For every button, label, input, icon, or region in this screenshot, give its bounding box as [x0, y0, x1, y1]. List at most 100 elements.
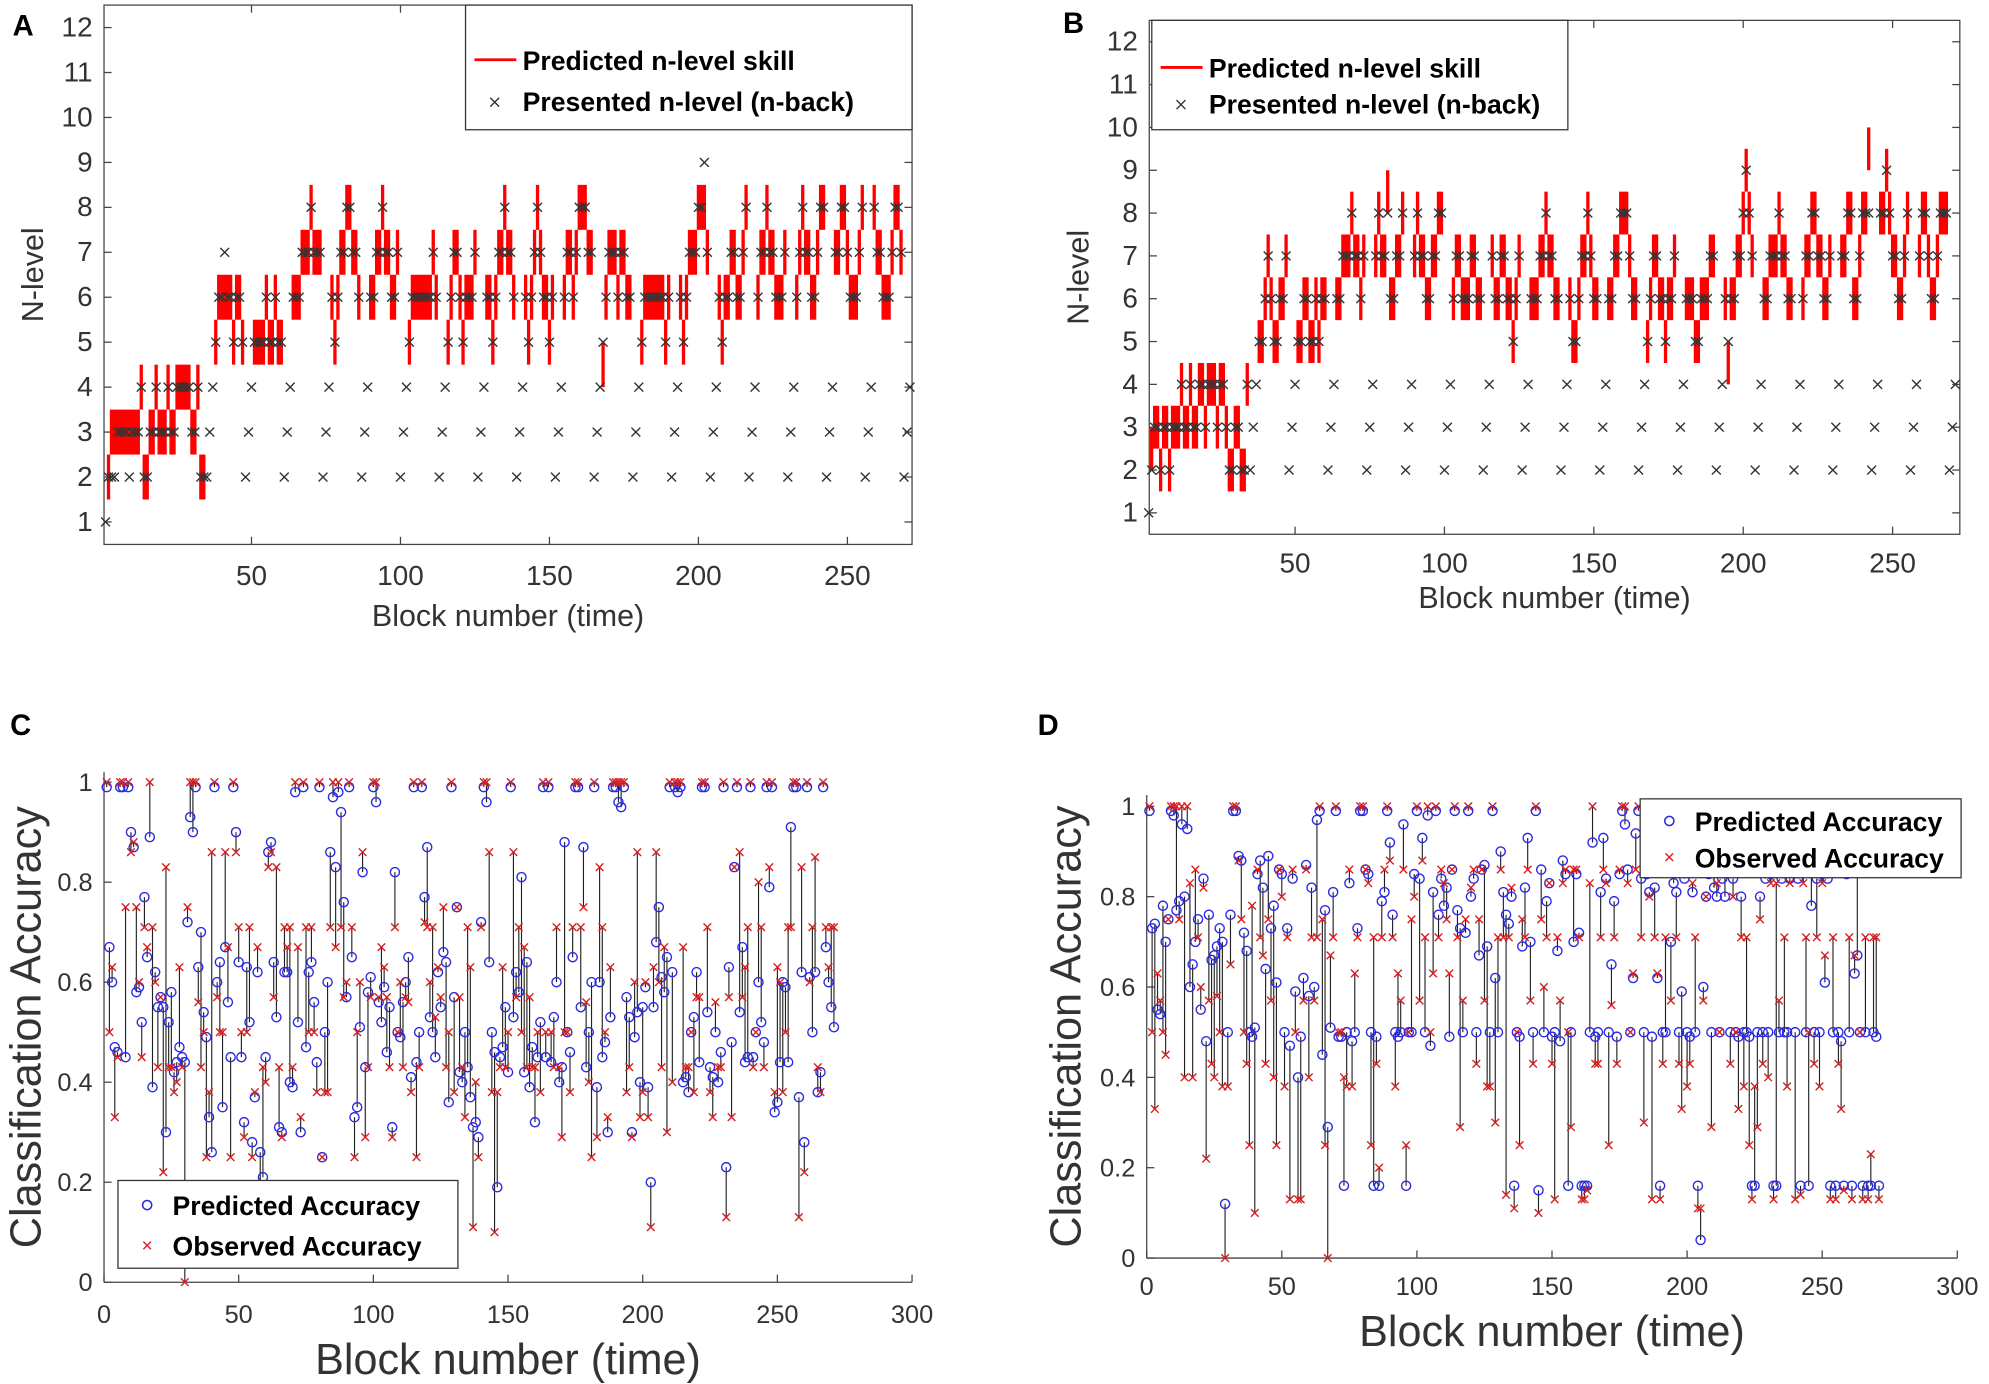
presented-level-marker — [1520, 422, 1531, 433]
observed-accuracy-point — [778, 1087, 788, 1097]
presented-level-marker — [1920, 208, 1931, 219]
x-tick-label: 250 — [1869, 547, 1916, 578]
observed-accuracy-point — [1161, 1050, 1170, 1060]
presented-level-marker — [1176, 379, 1187, 390]
observed-accuracy-point — [544, 777, 553, 787]
predicted-accuracy-point — [1403, 1026, 1415, 1038]
legend: Predicted Accuracy Observed Accuracy — [1639, 798, 1962, 879]
presented-level-marker — [1236, 465, 1247, 475]
predicted-accuracy-point — [726, 1036, 737, 1048]
presented-level-marker — [764, 247, 775, 258]
presented-level-marker — [747, 427, 757, 438]
observed-accuracy-point — [177, 1062, 187, 1072]
presented-level-marker — [380, 247, 391, 258]
observed-accuracy-point — [1834, 1059, 1843, 1069]
observed-accuracy-point — [1574, 933, 1584, 942]
predicted-accuracy-point — [341, 991, 352, 1003]
predicted-accuracy-point — [734, 1006, 745, 1018]
observed-accuracy-point — [1531, 802, 1541, 811]
presented-level-marker — [1663, 293, 1674, 304]
predicted-accuracy-point — [440, 956, 452, 968]
observed-accuracy-point — [1223, 1082, 1233, 1091]
observed-accuracy-point — [1623, 878, 1632, 888]
observed-accuracy-point — [514, 922, 524, 932]
presented-level-marker — [1854, 250, 1865, 261]
predicted-accuracy-point — [500, 1001, 511, 1013]
presented-level-marker — [1717, 379, 1728, 390]
observed-accuracy-point — [320, 1087, 330, 1097]
predicted-accuracy-point — [1533, 1185, 1544, 1196]
observed-accuracy-point — [339, 992, 349, 1002]
presented-level-marker — [848, 292, 859, 303]
observed-accuracy-point — [1385, 856, 1395, 865]
observed-accuracy-point — [1655, 1195, 1665, 1204]
predicted-accuracy-point — [203, 1111, 215, 1123]
presented-level-marker — [1827, 465, 1838, 475]
presented-level-marker — [1636, 422, 1647, 433]
predicted-accuracy-point — [1276, 868, 1288, 880]
observed-accuracy-point — [1182, 802, 1192, 811]
presented-level-marker — [312, 247, 322, 258]
observed-accuracy-point — [1555, 996, 1565, 1005]
presented-level-marker — [1606, 293, 1617, 304]
predicted-accuracy-point — [1484, 1026, 1496, 1038]
observed-accuracy-point — [1326, 951, 1335, 960]
predicted-accuracy-point — [782, 1056, 794, 1068]
observed-accuracy-point — [183, 902, 192, 912]
presented-level-marker — [1938, 208, 1949, 219]
observed-accuracy-point — [1301, 865, 1311, 874]
presented-level-marker — [890, 202, 900, 213]
observed-accuracy-point — [1296, 1195, 1306, 1204]
presented-level-marker — [1397, 208, 1408, 219]
presented-level-marker — [240, 472, 251, 482]
predicted-accuracy-point — [823, 976, 834, 988]
presented-level-marker — [478, 382, 489, 393]
presented-level-marker — [183, 382, 194, 393]
predicted-accuracy-point — [1762, 1026, 1774, 1038]
observed-accuracy-point — [1331, 802, 1341, 811]
predicted-accuracy-point — [704, 1061, 716, 1073]
predicted-skill-bar — [127, 409, 131, 455]
predicted-accuracy-point — [642, 1081, 654, 1093]
predicted-accuracy-point — [139, 891, 150, 903]
presented-level-marker — [800, 247, 811, 258]
observed-accuracy-point — [1472, 1059, 1481, 1069]
presented-level-marker — [1439, 465, 1450, 475]
predicted-accuracy-point — [1281, 923, 1293, 934]
presented-level-marker — [1723, 336, 1734, 347]
y-tick-label: 7 — [77, 236, 93, 267]
observed-accuracy-point — [420, 917, 429, 927]
presented-level-marker — [1340, 250, 1351, 261]
predicted-accuracy-point — [1200, 1035, 1212, 1047]
y-axis-label: N-level — [16, 227, 50, 322]
x-tick-label: 50 — [1280, 547, 1311, 578]
predicted-accuracy-point — [1298, 972, 1309, 984]
presented-level-marker — [660, 337, 671, 348]
presented-level-marker — [616, 247, 626, 258]
x-tick-label: 150 — [1571, 547, 1618, 578]
presented-level-marker — [601, 292, 611, 303]
x-tick-label: 100 — [377, 560, 424, 591]
observed-accuracy-point — [756, 922, 766, 932]
presented-level-marker — [234, 292, 245, 303]
predicted-accuracy-point — [1465, 891, 1477, 902]
predicted-accuracy-point — [365, 971, 376, 983]
presented-level-marker — [860, 472, 871, 482]
observed-accuracy-point — [476, 922, 486, 932]
presented-level-marker — [1541, 208, 1551, 219]
observed-accuracy-point — [1358, 802, 1368, 811]
presented-level-marker — [130, 427, 141, 438]
presented-level-marker — [1361, 465, 1372, 475]
observed-accuracy-point — [738, 992, 747, 1002]
x-axis-label: Block number (time) — [1418, 581, 1690, 615]
observed-accuracy-point — [1299, 996, 1308, 1005]
presented-level-marker — [1317, 293, 1327, 304]
predicted-accuracy-point — [1568, 936, 1579, 948]
presented-level-marker — [866, 382, 877, 393]
presented-level-marker — [821, 472, 832, 482]
y-tick-label: 9 — [77, 146, 93, 177]
presented-level-marker — [139, 472, 150, 482]
predicted-accuracy-point — [1611, 1031, 1623, 1042]
predicted-accuracy-point — [513, 986, 525, 998]
legend-circle-icon — [141, 1199, 153, 1211]
